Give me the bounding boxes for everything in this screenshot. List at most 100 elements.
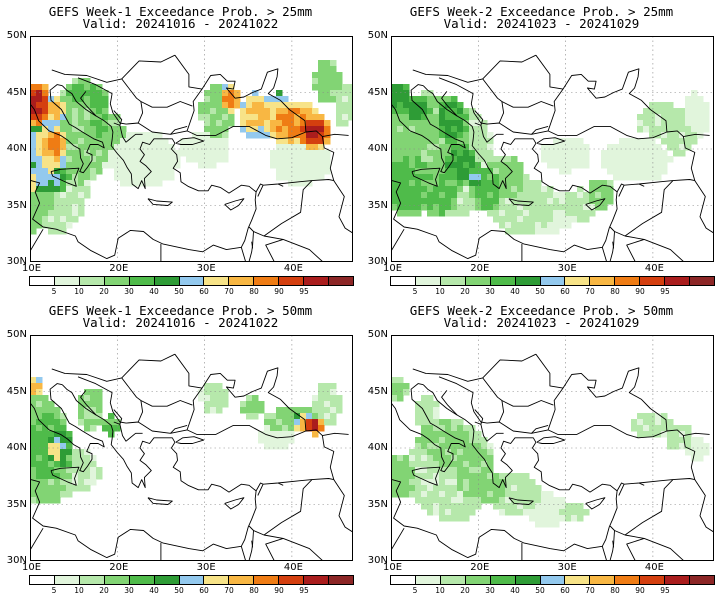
probability-cell [54, 419, 61, 426]
probability-cell [198, 162, 205, 169]
probability-cell [481, 479, 488, 486]
probability-cell [469, 455, 476, 462]
probability-cell [60, 96, 67, 103]
probability-cell [312, 156, 319, 163]
coastline [482, 54, 537, 80]
probability-cell [451, 479, 458, 486]
probability-cell [36, 108, 43, 115]
colorbar-tick-label: 30 [485, 287, 495, 296]
probability-cell [318, 90, 325, 97]
probability-cell [138, 132, 145, 139]
probability-cell [300, 162, 307, 169]
probability-cell [84, 114, 91, 121]
probability-cell [336, 108, 343, 115]
probability-cell [433, 108, 440, 115]
probability-cell [463, 120, 470, 127]
coastline [618, 136, 696, 197]
probability-cell [120, 150, 127, 157]
probability-cell [667, 156, 674, 163]
probability-cell [84, 413, 91, 420]
probability-cell [457, 479, 464, 486]
colorbar-swatch [665, 277, 691, 285]
probability-cell [421, 485, 428, 492]
probability-cell [30, 186, 37, 193]
probability-cell [336, 114, 343, 121]
probability-cell [126, 162, 133, 169]
probability-cell [138, 144, 145, 151]
probability-cell [222, 395, 229, 402]
probability-cell [433, 102, 440, 109]
probability-cell [90, 425, 97, 432]
probability-cell [643, 114, 650, 121]
probability-cell [433, 449, 440, 456]
probability-cell [342, 108, 349, 115]
probability-cell [487, 491, 494, 498]
probability-cell [457, 156, 464, 163]
probability-cell [72, 162, 79, 169]
probability-cell [433, 114, 440, 121]
probability-cell [511, 491, 518, 498]
probability-cell [276, 413, 283, 420]
probability-cell [493, 180, 500, 187]
probability-cell [318, 174, 325, 181]
probability-cell [84, 84, 91, 91]
probability-cell [60, 210, 67, 217]
probability-cell [529, 515, 536, 522]
probability-cell [300, 114, 307, 121]
probability-cell [48, 455, 55, 462]
probability-cell [102, 138, 109, 145]
probability-cell [210, 401, 217, 408]
probability-cell [619, 150, 626, 157]
probability-cell [72, 114, 79, 121]
probability-cell [637, 431, 644, 438]
colorbar-swatch [565, 277, 591, 285]
probability-cell [439, 126, 446, 133]
probability-cell [463, 461, 470, 468]
probability-cell [469, 156, 476, 163]
probability-cell [48, 132, 55, 139]
probability-cell [583, 192, 590, 199]
probability-cell [535, 503, 542, 510]
probability-cell [673, 108, 680, 115]
probability-cell [84, 425, 91, 432]
panel-title-line1: GEFS Week-2 Exceedance Prob. > 50mm [409, 303, 674, 318]
probability-cell [439, 174, 446, 181]
probability-cell [427, 455, 434, 462]
probability-cell [403, 156, 410, 163]
probability-cell [571, 509, 578, 516]
probability-cell [36, 216, 43, 223]
probability-cell [306, 407, 313, 414]
probability-cell [102, 126, 109, 133]
probability-cell [679, 437, 686, 444]
probability-cell [409, 174, 416, 181]
probability-cell [42, 180, 49, 187]
probability-cell [391, 461, 398, 468]
probability-cell [330, 419, 337, 426]
probability-cell [294, 413, 301, 420]
probability-cell [222, 138, 229, 145]
probability-cell [276, 150, 283, 157]
probability-cell [433, 443, 440, 450]
probability-cell [685, 437, 692, 444]
probability-cell [42, 96, 49, 103]
probability-cell [655, 108, 662, 115]
probability-cell [529, 192, 536, 199]
probability-cell [78, 84, 85, 91]
probability-cell [667, 144, 674, 151]
probability-cell [330, 60, 337, 67]
coastlines-borders [30, 353, 353, 561]
probability-cell [415, 96, 422, 103]
probability-cell [421, 204, 428, 211]
probability-cell [529, 186, 536, 193]
probability-cell [48, 192, 55, 199]
probability-cell [84, 96, 91, 103]
probability-cell [427, 126, 434, 133]
probability-cell [457, 455, 464, 462]
probability-cell [48, 419, 55, 426]
probability-cell [102, 102, 109, 109]
probability-cell [276, 102, 283, 109]
probability-cell [60, 473, 67, 480]
probability-cell [282, 162, 289, 169]
probability-cell [697, 455, 704, 462]
probability-cell [433, 431, 440, 438]
